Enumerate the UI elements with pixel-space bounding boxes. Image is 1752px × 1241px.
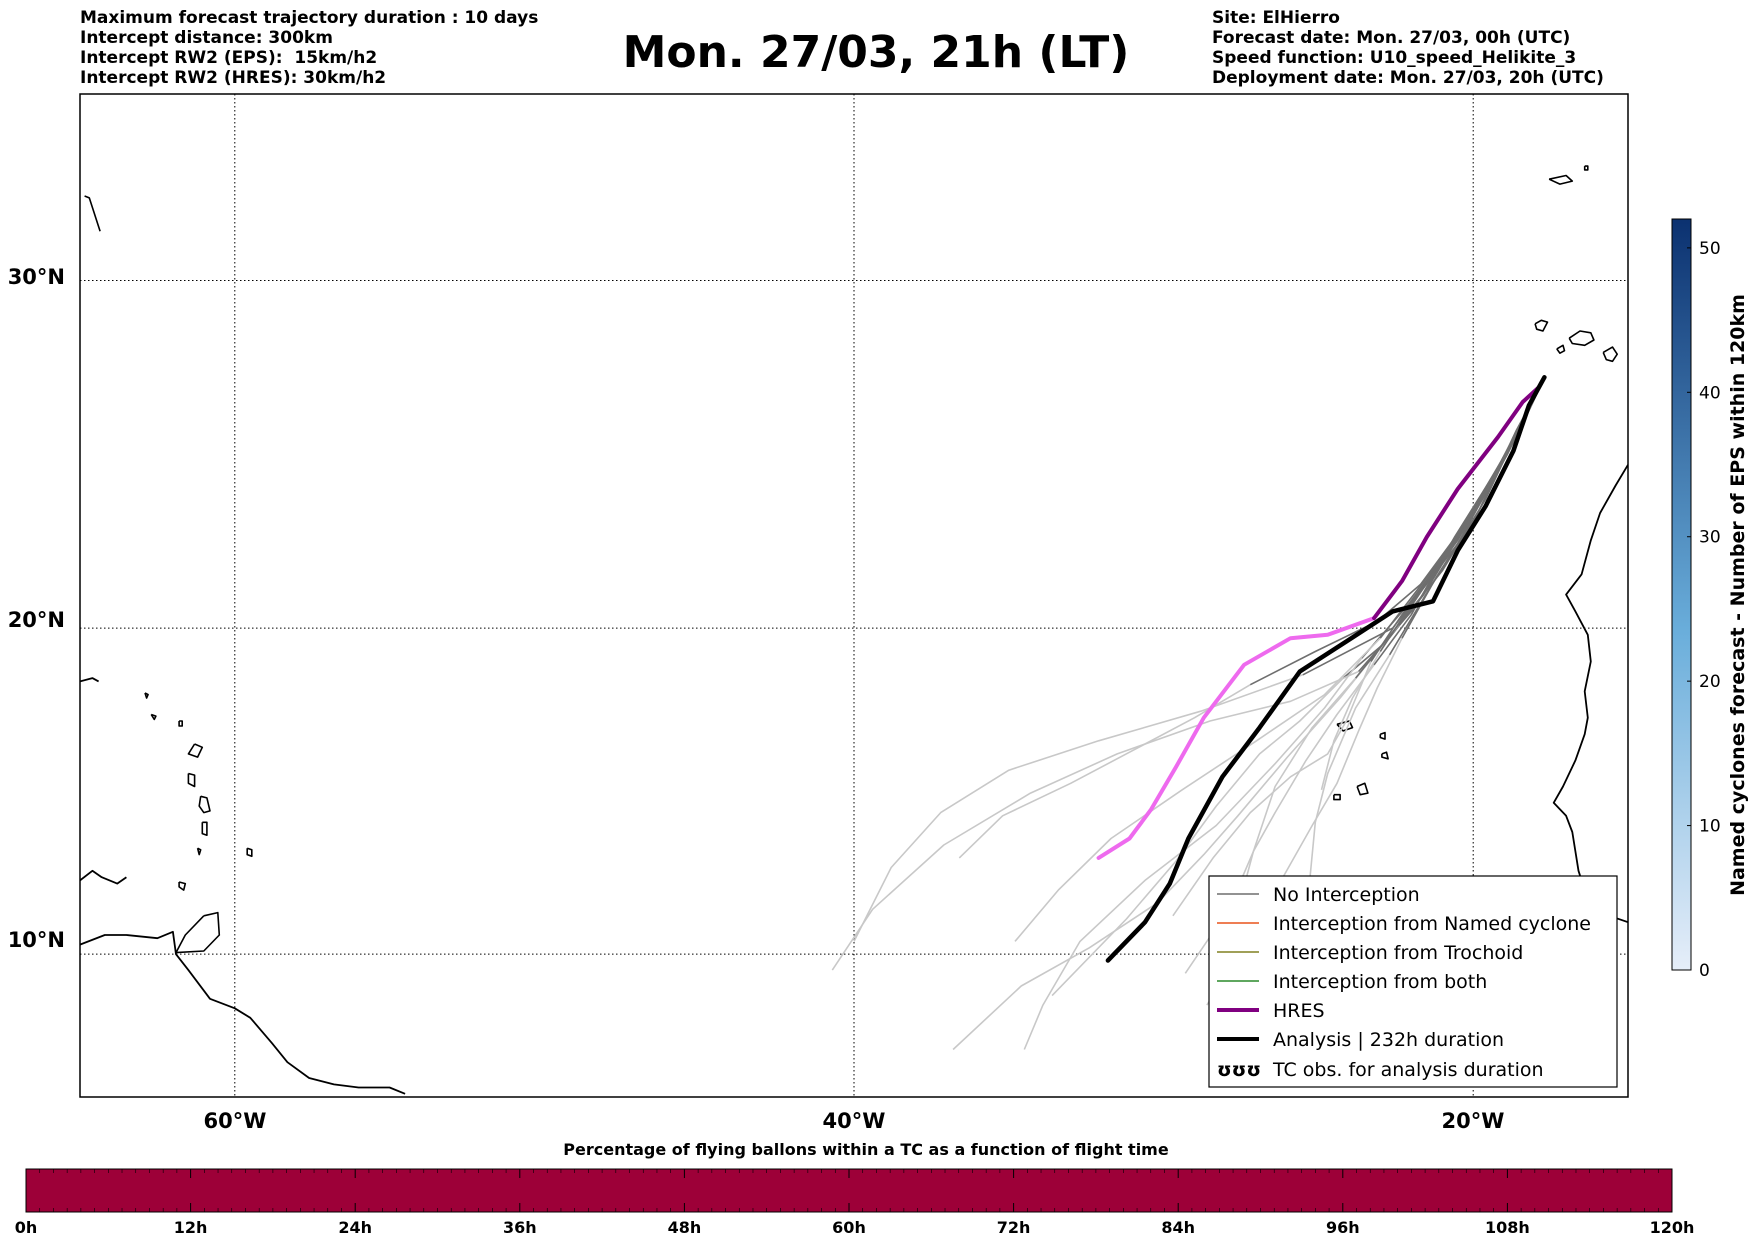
lat-label-10n: 10°N — [8, 928, 65, 952]
island-outline — [84, 195, 101, 232]
page-title: Mon. 27/03, 21h (LT) — [622, 27, 1130, 78]
header-right-line: Deployment date: Mon. 27/03, 20h (UTC) — [1212, 68, 1604, 88]
header-right-line: Site: ElHierro — [1212, 8, 1340, 28]
legend-label: Interception from both — [1273, 971, 1487, 993]
header-info-right: Site: ElHierro Forecast date: Mon. 27/03… — [1212, 8, 1604, 88]
bottom-bar-tick-label: 36h — [503, 1218, 537, 1237]
island-outline — [178, 881, 187, 891]
ensemble-track-far — [952, 624, 1400, 1051]
island-outline — [198, 795, 211, 814]
legend-label: Analysis | 232h duration — [1273, 1029, 1504, 1051]
legend: No Interception Interception from Named c… — [1208, 875, 1618, 1088]
header-left-line: Intercept RW2 (EPS): 15km/h2 — [80, 48, 378, 68]
colorbar-tick-label: 20 — [1699, 672, 1721, 692]
header-left-line: Intercept distance: 300km — [80, 28, 333, 48]
header-right-line: Speed function: U10_speed_Helikite_3 — [1212, 48, 1577, 68]
bottom-bar-tick-label: 0h — [15, 1218, 38, 1237]
ensemble-track-far — [1172, 661, 1372, 917]
cyclone-colorbar: 0 10 20 30 40 50 Named cyclones forecast - Nu… — [1671, 218, 1749, 981]
island-outline — [150, 713, 157, 721]
latitude-labels: 30°N 20°N 10°N — [8, 265, 65, 952]
island-outline — [1381, 751, 1389, 760]
bottom-bar-tick-label: 12h — [174, 1218, 208, 1237]
tc-obs-label: TC obs. for analysis duration — [1272, 1059, 1544, 1081]
bottom-bar-tick-label: 72h — [997, 1218, 1031, 1237]
ensemble-track-far — [1014, 637, 1381, 942]
legend-label: No Interception — [1273, 884, 1420, 906]
ensemble-track-far — [1051, 677, 1344, 997]
bottom-bar-tick-label: 84h — [1161, 1218, 1195, 1237]
island-outline — [175, 911, 221, 954]
ensemble-track-far — [853, 674, 1304, 942]
legend-label: HRES — [1273, 1000, 1325, 1022]
tc-obs-symbol: ʊʊʊ — [1217, 1059, 1261, 1081]
flight-time-bar: Percentage of flying ballons within a TC… — [15, 1140, 1695, 1237]
island-outline — [178, 720, 183, 727]
legend-box — [1208, 875, 1618, 1088]
island-outline — [1548, 174, 1574, 185]
lon-label-40w: 40°W — [823, 1109, 886, 1133]
lon-label-60w: 60°W — [204, 1109, 267, 1133]
coastline — [80, 869, 127, 885]
colorbar-tick-label: 30 — [1699, 528, 1721, 548]
longitude-labels: 60°W 40°W 20°W — [204, 1109, 1505, 1133]
island-outline — [1556, 344, 1566, 355]
bottom-bar-tick-label: 120h — [1650, 1218, 1695, 1237]
bottom-bar-tick-label: 24h — [338, 1218, 372, 1237]
bottom-bar-tick-label: 108h — [1485, 1218, 1530, 1237]
lat-label-30n: 30°N — [8, 265, 65, 289]
bottom-bar-tick-label: 48h — [668, 1218, 702, 1237]
header-left-line: Intercept RW2 (HRES): 30km/h2 — [80, 68, 387, 88]
legend-label: Interception from Trochoid — [1273, 942, 1523, 964]
colorbar-tick-label: 0 — [1699, 961, 1710, 981]
island-outline — [187, 743, 204, 758]
island-outline — [196, 847, 202, 856]
bottom-bar-title: Percentage of flying ballons within a TC… — [563, 1140, 1169, 1159]
island-outline — [1583, 165, 1589, 171]
lat-label-20n: 20°N — [8, 608, 65, 632]
trajectory-tracks — [831, 375, 1547, 1051]
colorbar-tick-label: 10 — [1699, 817, 1721, 837]
graticule — [80, 94, 1628, 1097]
header-info-left: Maximum forecast trajectory duration : 1… — [80, 8, 538, 88]
map-frame — [79, 93, 1629, 1098]
island-outline — [1333, 793, 1341, 801]
island-outline — [246, 847, 253, 858]
header-right-line: Forecast date: Mon. 27/03, 00h (UTC) — [1212, 28, 1571, 48]
island-outline — [1534, 319, 1549, 332]
island-outline — [201, 821, 208, 837]
island-outline — [1379, 731, 1386, 740]
bottom-bar-tick-label: 96h — [1326, 1218, 1360, 1237]
colorbar-tick-label: 40 — [1699, 383, 1721, 403]
colorbar-label: Named cyclones forecast - Number of EPS … — [1727, 294, 1749, 896]
colorbar-gradient — [1671, 218, 1692, 971]
ensemble-track-far — [1320, 651, 1381, 790]
legend-label: Interception from Named cyclone — [1273, 913, 1591, 935]
coastline — [80, 930, 406, 1095]
hres-track-far — [1096, 616, 1377, 860]
ensemble-track-far — [958, 684, 1251, 859]
header-left-line: Maximum forecast trajectory duration : 1… — [80, 8, 539, 28]
island-outline — [1356, 782, 1369, 796]
island-outline — [144, 692, 149, 699]
analysis-track — [1105, 375, 1547, 963]
island-outline — [1568, 330, 1595, 347]
bottom-bar-tick-label: 60h — [832, 1218, 866, 1237]
island-outline — [1602, 346, 1618, 363]
lon-label-20w: 20°W — [1442, 1109, 1505, 1133]
colorbar-tick-label: 50 — [1699, 239, 1721, 259]
hres-track-near — [1372, 385, 1541, 621]
coastline — [80, 677, 100, 683]
island-outline — [187, 772, 196, 788]
island-outline — [1644, 326, 1664, 348]
